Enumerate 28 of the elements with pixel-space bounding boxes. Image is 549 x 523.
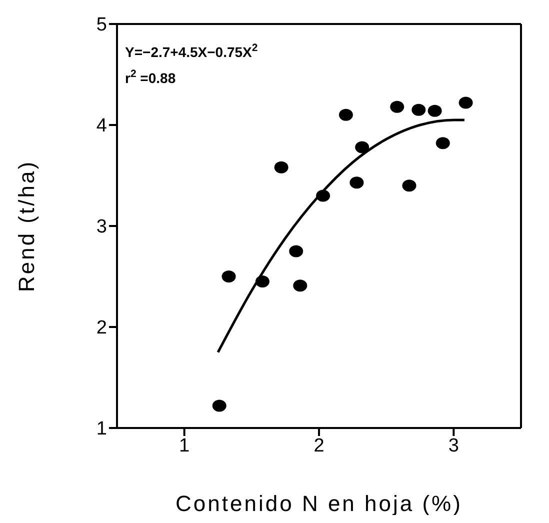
point: [412, 104, 426, 116]
y-axis-title: Rend (t/ha): [14, 160, 39, 292]
x-tick-label: 1: [179, 435, 190, 456]
annotation: Y=−2.7+4.5X−0.75X$^{2}$: [125, 42, 258, 60]
y-tick-label: 1: [96, 418, 107, 440]
point: [289, 245, 304, 258]
point: [255, 276, 270, 288]
x-tick-label: 3: [448, 435, 459, 456]
point: [436, 137, 450, 150]
y-tick-label: 3: [96, 216, 107, 238]
annotation: r$^{2}$ =0.88: [125, 68, 176, 86]
point: [350, 176, 364, 189]
point: [293, 280, 308, 292]
point: [274, 161, 288, 174]
x-tick-label: 2: [314, 435, 324, 456]
point: [222, 270, 236, 282]
point: [338, 108, 353, 121]
point: [458, 96, 473, 109]
point: [316, 190, 330, 202]
y-tick-label: 4: [96, 116, 108, 137]
point: [355, 141, 370, 154]
point: [428, 104, 442, 117]
point: [212, 400, 226, 412]
point: [390, 100, 404, 113]
y-tick-label: 5: [96, 14, 107, 36]
y-tick-label: 2: [96, 318, 107, 339]
point: [402, 180, 416, 192]
line-series: [216, 118, 466, 354]
